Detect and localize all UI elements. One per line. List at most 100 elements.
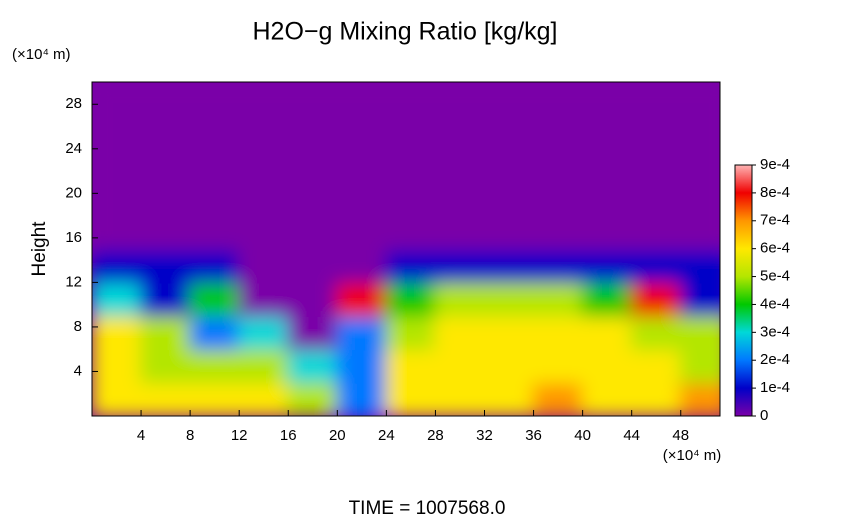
cell — [483, 281, 535, 317]
cell — [287, 147, 339, 184]
cell — [434, 314, 486, 351]
x-tick-label: 20 — [329, 427, 346, 444]
colorbar — [734, 164, 753, 417]
cell — [238, 281, 290, 317]
cell — [189, 281, 241, 317]
cell — [630, 381, 682, 416]
cell — [140, 348, 192, 384]
cell — [287, 248, 339, 284]
x-tick-label: 32 — [476, 427, 493, 444]
cell — [483, 214, 535, 250]
cell — [483, 82, 535, 117]
cell — [140, 214, 192, 250]
cell — [434, 214, 486, 250]
cell — [385, 82, 437, 117]
cell — [287, 314, 339, 351]
footer: TIME = 1007568.0 — [349, 498, 506, 519]
y-tick-label: 12 — [65, 273, 82, 290]
x-tick-label: 24 — [378, 427, 395, 444]
cell — [385, 147, 437, 184]
colorbar-tick-label: 9e-4 — [760, 156, 790, 173]
cell — [336, 248, 388, 284]
cell — [336, 214, 388, 250]
cell — [434, 114, 486, 150]
cell — [238, 82, 290, 117]
cell — [679, 281, 720, 317]
cell — [630, 181, 682, 217]
cell — [483, 381, 535, 416]
cell — [679, 348, 720, 384]
cell — [238, 181, 290, 217]
cell — [140, 314, 192, 351]
cell — [532, 281, 584, 317]
cell — [532, 114, 584, 150]
cell — [532, 147, 584, 184]
cell — [385, 114, 437, 150]
cell — [581, 381, 633, 416]
y-tick-label: 24 — [65, 140, 82, 157]
cell — [189, 248, 241, 284]
cell — [581, 348, 633, 384]
cell — [581, 181, 633, 217]
cell — [679, 82, 720, 117]
cell — [581, 314, 633, 351]
cell — [92, 114, 143, 150]
cell — [434, 381, 486, 416]
y-tick-label: 16 — [65, 229, 82, 246]
y-unit-label: (×10⁴ m) — [12, 46, 71, 63]
y-tick-label: 4 — [74, 362, 82, 379]
cell — [92, 381, 143, 416]
cell — [434, 348, 486, 384]
cell — [140, 248, 192, 284]
cell — [287, 114, 339, 150]
cell — [679, 114, 720, 150]
cell — [532, 314, 584, 351]
cell — [238, 248, 290, 284]
cell — [238, 314, 290, 351]
cell — [434, 82, 486, 117]
cell — [385, 381, 437, 416]
cell — [483, 114, 535, 150]
cell — [679, 381, 720, 416]
cell — [434, 147, 486, 184]
cell — [385, 281, 437, 317]
cell — [630, 82, 682, 117]
cell — [336, 381, 388, 416]
cell — [92, 314, 143, 351]
cell — [581, 147, 633, 184]
cell — [92, 82, 143, 117]
cell — [385, 248, 437, 284]
cell — [287, 381, 339, 416]
colorbar-tick-label: 3e-4 — [760, 323, 790, 340]
cell — [336, 348, 388, 384]
colorbar-tick-label: 1e-4 — [760, 379, 790, 396]
cell — [238, 214, 290, 250]
colorbar-tick-label: 7e-4 — [760, 212, 790, 229]
x-tick-label: 48 — [672, 427, 689, 444]
cell — [679, 314, 720, 351]
cell — [483, 147, 535, 184]
y-axis-label: Height — [29, 221, 50, 277]
colorbar-tick-label: 4e-4 — [760, 295, 790, 312]
cell — [287, 281, 339, 317]
x-tick-label: 40 — [574, 427, 591, 444]
cell — [140, 147, 192, 184]
cell — [679, 248, 720, 284]
cell — [434, 248, 486, 284]
cell — [679, 147, 720, 184]
cell — [92, 147, 143, 184]
x-tick-label: 44 — [623, 427, 640, 444]
cell — [483, 181, 535, 217]
cell — [679, 214, 720, 250]
cell — [532, 348, 584, 384]
cell — [189, 214, 241, 250]
cell — [532, 381, 584, 416]
cell — [385, 348, 437, 384]
plot-frame — [91, 81, 721, 417]
cell — [238, 348, 290, 384]
cell — [336, 314, 388, 351]
colorbar-tick-label: 0 — [760, 407, 768, 424]
cell — [532, 82, 584, 117]
cell — [92, 214, 143, 250]
cell — [189, 381, 241, 416]
